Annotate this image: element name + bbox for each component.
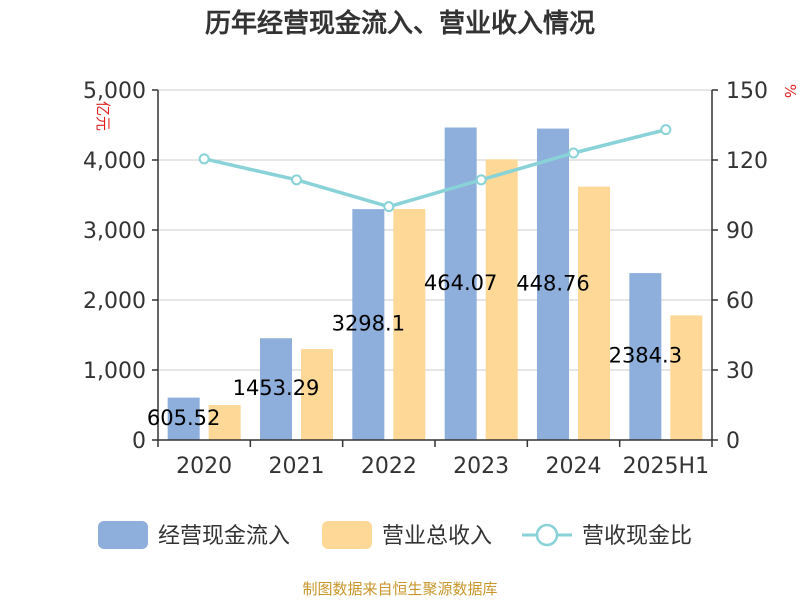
data-label: 2384.3 xyxy=(609,344,682,368)
y-right-tick-label: 90 xyxy=(726,219,754,244)
legend-swatch xyxy=(322,521,372,549)
bar xyxy=(352,209,385,440)
y-right-tick-label: 30 xyxy=(726,359,754,384)
bar xyxy=(301,349,333,440)
ratio-point xyxy=(383,201,395,213)
y-right-tick-label: 0 xyxy=(726,429,740,454)
data-label: 605.52 xyxy=(147,406,220,430)
ratio-point xyxy=(475,174,487,186)
x-tick-label: 2024 xyxy=(546,454,602,479)
source-note: 制图数据来自恒生聚源数据库 xyxy=(302,580,497,598)
y-right-tick-label: 150 xyxy=(726,79,768,104)
y-left-tick-label: 0 xyxy=(132,429,146,454)
right-axis-unit: % xyxy=(781,84,799,98)
bar xyxy=(485,159,518,441)
bar xyxy=(444,127,477,440)
data-labels: 605.52 1453.29 3298.1 464.07 448.76 2384.3 xyxy=(147,271,682,430)
bars xyxy=(167,127,703,441)
bar xyxy=(260,338,292,440)
y-left-tick-label: 1,000 xyxy=(83,359,146,384)
y-left-tick-label: 3,000 xyxy=(83,219,146,244)
bar xyxy=(629,273,662,440)
ratio-point xyxy=(291,174,302,186)
ratio-line xyxy=(198,124,672,213)
chart-title: 历年经营现金流入、营业收入情况 xyxy=(205,8,595,39)
axes: 0 0 1,000 30 2,000 60 3,000 90 4,000 120 5,000 150 2… xyxy=(83,79,768,479)
ratio-line-path xyxy=(203,127,667,209)
y-left-tick-label: 2,000 xyxy=(83,289,146,314)
legend-label: 营收现金比 xyxy=(582,524,692,549)
bar xyxy=(208,405,241,440)
x-tick-label: 2023 xyxy=(453,454,509,479)
data-label: 1453.29 xyxy=(233,376,320,400)
bar xyxy=(670,315,703,440)
legend-label: 经营现金流入 xyxy=(158,524,290,549)
bar xyxy=(393,209,426,440)
ratio-point xyxy=(198,153,210,165)
x-tick-label: 2022 xyxy=(361,454,417,479)
ratio-point xyxy=(568,147,579,159)
data-label: 3298.1 xyxy=(332,312,405,336)
legend: 经营现金流入 营业总收入 营收现金比 xyxy=(98,521,692,549)
legend-label: 营业总收入 xyxy=(382,524,492,549)
left-axis-unit: 亿元 xyxy=(94,101,112,131)
x-tick-label: 2021 xyxy=(269,454,325,479)
legend-marker xyxy=(535,523,559,547)
bar xyxy=(578,186,610,440)
x-tick-label: 2020 xyxy=(176,454,232,479)
bar xyxy=(167,397,200,440)
legend-swatch xyxy=(98,521,148,549)
y-right-tick-label: 120 xyxy=(726,149,768,174)
data-label: 448.76 xyxy=(516,271,589,295)
y-left-tick-label: 5,000 xyxy=(83,79,146,104)
grid xyxy=(158,89,712,371)
y-right-tick-label: 60 xyxy=(726,289,754,314)
ratio-point xyxy=(660,124,672,136)
bar xyxy=(537,128,569,441)
y-left-tick-label: 4,000 xyxy=(83,149,146,174)
x-tick-label: 2025H1 xyxy=(623,454,710,479)
data-label: 464.07 xyxy=(424,271,497,295)
